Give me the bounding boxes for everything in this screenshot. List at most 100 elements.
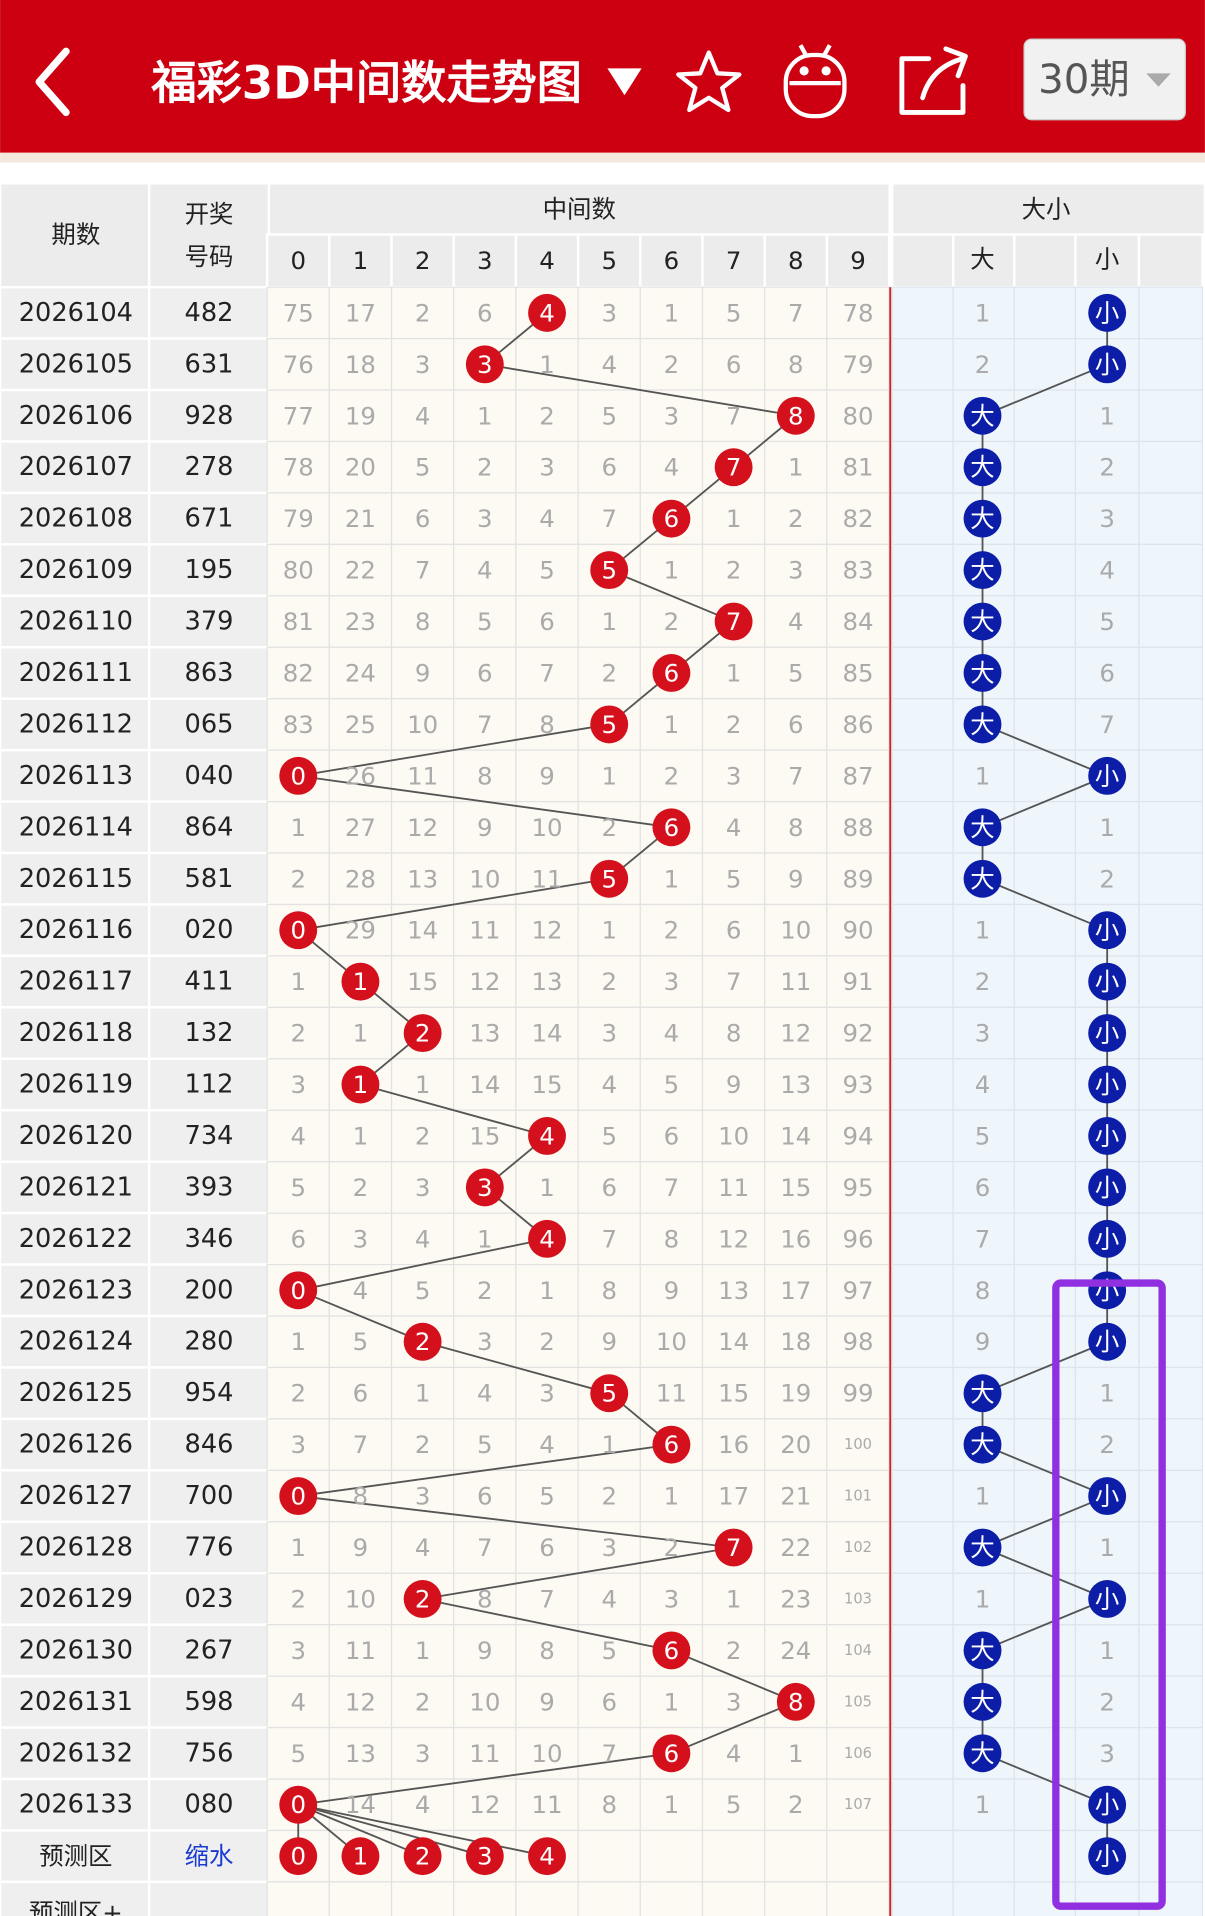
row-cell — [1138, 1212, 1204, 1266]
size-ball-label: 小 — [1095, 1790, 1119, 1819]
size-ball-label: 大 — [970, 1739, 994, 1768]
middle-ball — [590, 705, 629, 744]
period: 2026105 — [19, 349, 133, 379]
row-cell — [1138, 749, 1204, 803]
period-select[interactable] — [1023, 38, 1186, 121]
period-select-arrow — [1146, 73, 1171, 87]
miss-count: 27 — [345, 813, 376, 842]
row-cell — [515, 698, 579, 751]
trend-line — [422, 1598, 672, 1652]
row-cell — [266, 1058, 330, 1111]
middle-ball — [652, 654, 691, 692]
row-cell — [891, 800, 954, 854]
miss-count: 20 — [780, 1430, 811, 1459]
middle-ball-label: 4 — [539, 1224, 555, 1253]
row-cell — [1138, 389, 1204, 443]
row-cell — [266, 852, 330, 906]
row-cell — [266, 1726, 330, 1780]
row-cell — [1013, 1881, 1077, 1916]
draw-number: 267 — [185, 1635, 234, 1665]
row-cell — [515, 1624, 579, 1677]
miss-count: 6 — [975, 1173, 991, 1202]
row-cell — [639, 440, 704, 494]
trend-line — [982, 1546, 1108, 1600]
period: 2026113 — [19, 761, 133, 791]
back-button[interactable] — [35, 47, 70, 117]
miss-count: 6 — [1099, 658, 1115, 687]
miss-count: 4 — [415, 1224, 431, 1253]
row-cell — [764, 800, 828, 854]
size-ball — [963, 654, 1002, 692]
miss-count: 18 — [345, 350, 376, 379]
miss-count: 2 — [601, 967, 617, 996]
row-cell — [764, 1006, 828, 1060]
row-cell — [515, 1726, 579, 1780]
title-dropdown[interactable] — [607, 68, 642, 96]
miss-count: 75 — [283, 298, 314, 327]
row-cell — [701, 1778, 766, 1832]
row-cell — [764, 1366, 828, 1420]
row-cell — [764, 1263, 828, 1317]
miss-count: 1 — [290, 813, 306, 842]
miss-count: 2 — [1099, 1687, 1115, 1716]
period: 2026119 — [19, 1070, 133, 1100]
row-cell — [764, 1881, 828, 1916]
row-cell — [1013, 1675, 1077, 1729]
miss-count: 4 — [601, 1070, 617, 1099]
row-cell — [577, 1161, 641, 1214]
miss-count: 10 — [780, 916, 811, 945]
page-title[interactable]: 福彩3D中间数走势图 — [150, 57, 582, 110]
miss-count: 6 — [726, 916, 742, 945]
miss-count: 91 — [842, 967, 873, 996]
miss-count: 3 — [601, 1533, 617, 1562]
miss-count: 2 — [415, 298, 431, 327]
miss-count: 86 — [842, 710, 873, 739]
draw-number: 863 — [185, 658, 234, 688]
trend-line — [671, 1701, 797, 1755]
miss-count: 84 — [842, 607, 873, 636]
miss-count: 3 — [539, 453, 555, 482]
miss-count: 6 — [664, 1121, 680, 1150]
prediction-ball — [528, 1837, 566, 1876]
miss-count: 5 — [415, 453, 431, 482]
row-cell — [826, 1829, 890, 1883]
miss-count: 15 — [531, 1070, 562, 1099]
prediction-filter[interactable]: 缩水 — [185, 1842, 234, 1871]
trend-table: 期数开奖号码中间数 大小0 1 2 3 4 5 6 7 8 9 大小2026104 482 75 17 2 6 4… — [0, 182, 1205, 1916]
row-cell — [515, 1161, 579, 1214]
size-ball-label: 小 — [1095, 350, 1119, 379]
miss-count: 1 — [975, 916, 991, 945]
favorite-button[interactable] — [676, 50, 742, 113]
miss-count: 2 — [975, 350, 991, 379]
miss-count: 1 — [290, 1327, 306, 1356]
row-cell — [891, 698, 954, 751]
row-cell — [328, 286, 393, 340]
row-cell — [1138, 1521, 1204, 1574]
miss-count: 94 — [842, 1121, 873, 1150]
share-button[interactable] — [899, 46, 968, 115]
row-cell — [0, 697, 151, 752]
row-cell — [390, 1521, 455, 1574]
miss-count: 8 — [353, 1482, 369, 1511]
miss-count: 5 — [975, 1121, 991, 1150]
size-ball — [1088, 911, 1127, 950]
draw-number: 065 — [185, 709, 234, 739]
miss-count: 9 — [788, 864, 804, 893]
robot-button[interactable] — [783, 44, 847, 119]
miss-count: 9 — [353, 1533, 369, 1562]
miss-count: 4 — [975, 1070, 991, 1099]
row-cell — [826, 1521, 890, 1574]
miss-count: 3 — [290, 1636, 306, 1665]
row-cell — [891, 1161, 954, 1214]
row-cell — [891, 543, 954, 597]
miss-count: 1 — [664, 556, 680, 585]
middle-ball — [652, 1631, 691, 1670]
row-cell — [266, 1161, 330, 1214]
trend-line — [360, 1083, 548, 1137]
row-cell — [952, 1109, 1015, 1163]
row-cell — [1138, 1161, 1204, 1214]
row-cell — [764, 955, 828, 1008]
miss-count: 1 — [726, 658, 742, 687]
miss-count: 80 — [842, 401, 873, 430]
miss-count: 2 — [788, 1790, 804, 1819]
